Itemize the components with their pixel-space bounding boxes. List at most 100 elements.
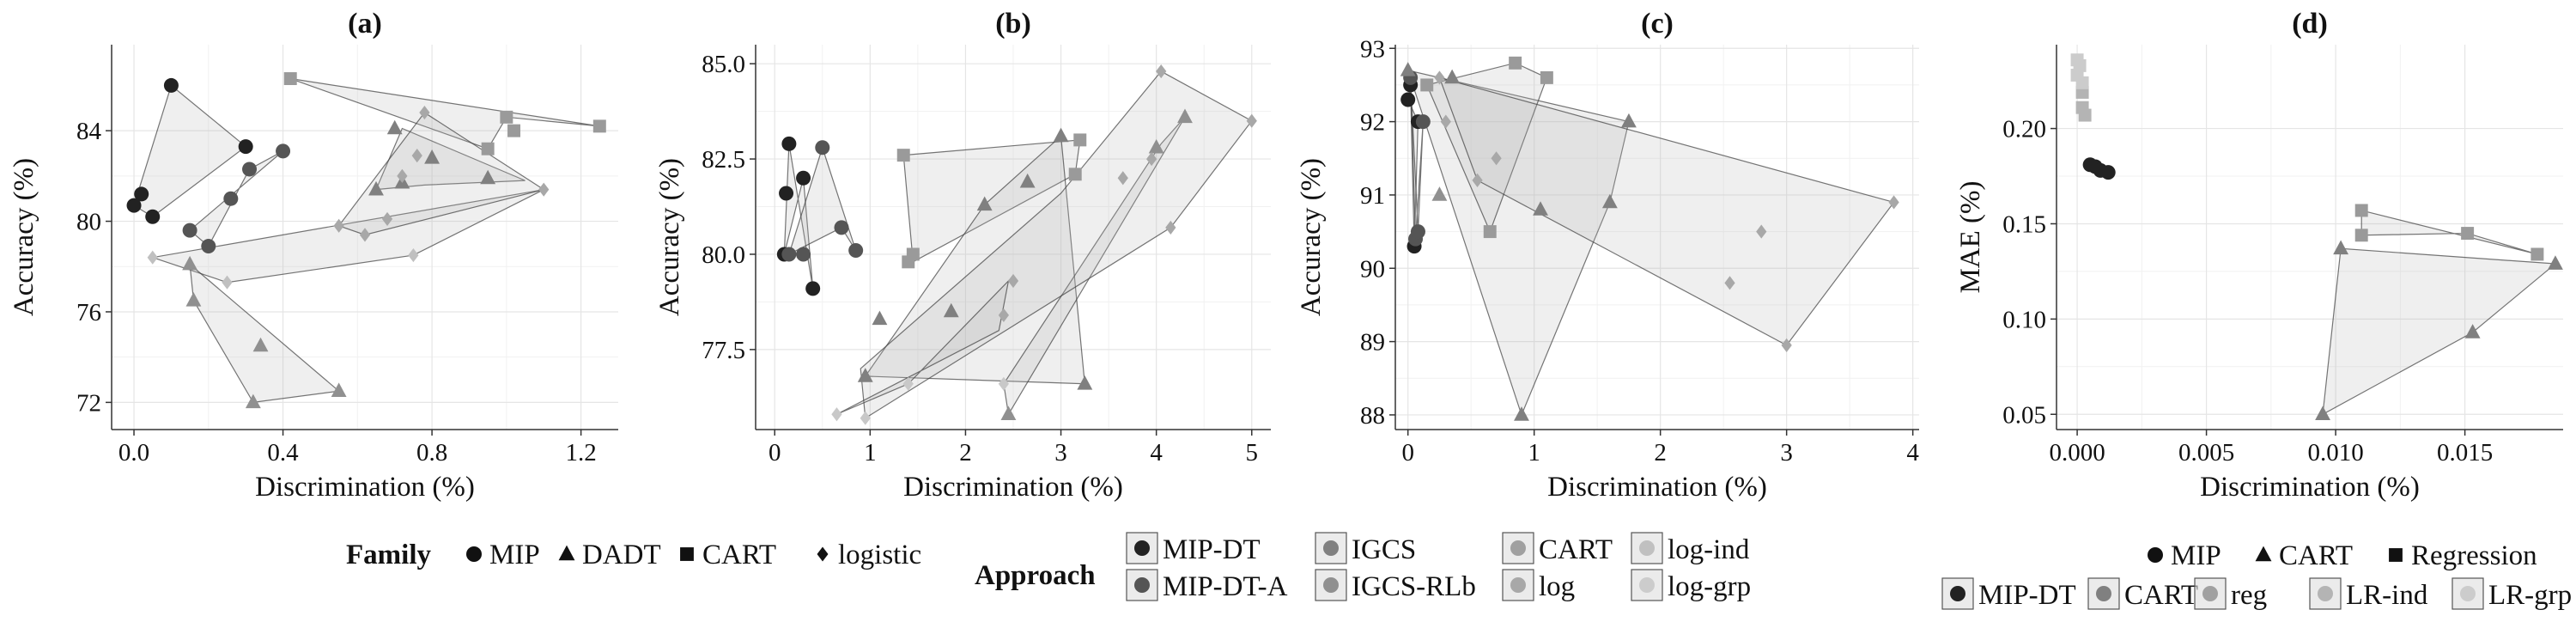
chart-panel-2: 0 1 2 3 4 5 77.5 80.0 82.5 85.0 (b) Discrimination … (654, 8, 1271, 503)
data-point-MIP-DT (145, 209, 161, 224)
data-point-MIP-DT (796, 170, 811, 186)
data-point-log (1472, 173, 1483, 187)
data-point-IGCS-RLb (245, 393, 261, 409)
points-layer (126, 72, 606, 409)
legend-approach-label: log (1539, 571, 1575, 602)
data-point-log (397, 168, 408, 183)
data-point-CART (1509, 56, 1522, 70)
legend-right-family: MIP CART Regression (2148, 540, 2537, 571)
legend-family-label: MIP (2171, 540, 2221, 571)
points-layer (1400, 56, 1899, 421)
data-point-log (1145, 151, 1157, 167)
legend-shape-DADT (558, 545, 575, 561)
x-tick-label: 1.2 (565, 439, 596, 466)
data-point-log-grp (998, 376, 1010, 391)
x-tick-label: 4 (1150, 439, 1163, 466)
data-point-log (1165, 220, 1176, 235)
legend-key-dot (2202, 586, 2218, 601)
data-point-MIP-DT (163, 77, 179, 93)
data-point-CART (1068, 168, 1082, 181)
legend-approach-label: log-ind (1668, 534, 1750, 565)
data-point-CART (1483, 225, 1497, 239)
legend-shape-CART (680, 547, 694, 561)
data-point-MIP-DT-A (276, 143, 291, 159)
data-point-CART (896, 149, 910, 162)
y-tick-label: 90 (1360, 255, 1385, 283)
legend-key-dot (2096, 586, 2111, 601)
x-tick-label: 2 (959, 439, 972, 466)
data-point-IGCS (872, 310, 888, 326)
plot-area (1395, 45, 1919, 430)
x-tick-label: 0.000 (2049, 439, 2105, 466)
legend-family-label: CART (2279, 540, 2353, 571)
x-tick-label: 0.015 (2437, 439, 2493, 466)
x-tick-label: 0.4 (267, 439, 299, 466)
legend-approach-label: IGCS (1352, 534, 1416, 565)
data-point-CART (481, 142, 495, 156)
data-point-IGCS (1621, 113, 1637, 128)
legend-key-dot (2460, 586, 2476, 601)
data-point-log-grp (902, 376, 914, 391)
legend-approach-label: log-grp (1668, 571, 1751, 602)
legend-family-label: DADT (582, 540, 661, 570)
data-point-IGCS-RLb (1148, 138, 1164, 154)
legend-approach-label: MIP-DT (1163, 534, 1261, 565)
data-point-CART (2315, 406, 2330, 421)
legend-shape-Regression (2389, 548, 2403, 562)
data-point-log (411, 149, 422, 163)
data-point-IGCS (976, 196, 993, 211)
data-point-log-ind (408, 248, 419, 263)
legend-key-dot (1510, 540, 1526, 556)
data-point-MIP-DT-A (1410, 224, 1425, 240)
data-point-CART (592, 119, 606, 133)
x-tick-label: 1 (864, 439, 877, 466)
legend-key (1502, 569, 1534, 601)
data-point-CART (906, 247, 920, 261)
data-point-log-ind (222, 275, 233, 290)
data-point-log (419, 105, 430, 120)
x-tick-label: 5 (1246, 439, 1259, 466)
x-axis-title: Discrimination (%) (255, 472, 475, 503)
data-point-log (1491, 151, 1502, 166)
data-point-log (1246, 113, 1257, 128)
data-point-IGCS-RLb (182, 255, 198, 271)
data-point-log-ind (147, 250, 158, 265)
x-tick-label: 2 (1654, 439, 1667, 466)
legend-key-dot (1323, 540, 1339, 556)
data-point-log (1007, 273, 1019, 289)
legend-family-title: Family (346, 540, 431, 570)
data-point-MIP-DT (238, 139, 253, 155)
data-point-LR-grp (2070, 53, 2084, 67)
data-point-log (1117, 171, 1128, 186)
data-point-IGCS (1533, 201, 1548, 216)
y-tick-label: 92 (1360, 109, 1385, 137)
data-point-reg (2461, 227, 2475, 241)
y-tick-label: 0.20 (2002, 116, 2046, 143)
data-point-IGCS-RLb (252, 337, 269, 352)
data-point-MIP-DT-A (223, 191, 239, 206)
data-point-LR-grp (2075, 76, 2089, 89)
points-layer (776, 64, 1257, 425)
panel-title: (b) (995, 8, 1031, 40)
data-point-log (1434, 70, 1445, 85)
legend-family-label: logistic (838, 540, 921, 570)
y-tick-label: 76 (76, 299, 101, 326)
x-tick-label: 0.005 (2178, 439, 2234, 466)
data-point-log (1724, 276, 1735, 290)
data-point-IGCS (1400, 62, 1416, 76)
x-tick-label: 3 (1780, 439, 1793, 466)
x-tick-label: 0.0 (118, 439, 149, 466)
data-point-reg (2354, 229, 2368, 242)
x-tick-label: 0.010 (2307, 439, 2363, 466)
panel-title: (d) (2292, 8, 2328, 40)
data-point-log (1156, 64, 1167, 79)
legend-approach-label: CART (1539, 534, 1613, 565)
panel-title: (c) (1641, 8, 1674, 40)
y-tick-label: 0.05 (2002, 401, 2046, 429)
y-tick-label: 0.10 (2002, 306, 2046, 333)
legend-key-dot (1323, 577, 1339, 593)
legend-family-label: Regression (2411, 540, 2537, 571)
data-point-CART (283, 72, 297, 86)
data-point-log (1781, 338, 1792, 352)
data-point-IGCS (1444, 69, 1461, 84)
